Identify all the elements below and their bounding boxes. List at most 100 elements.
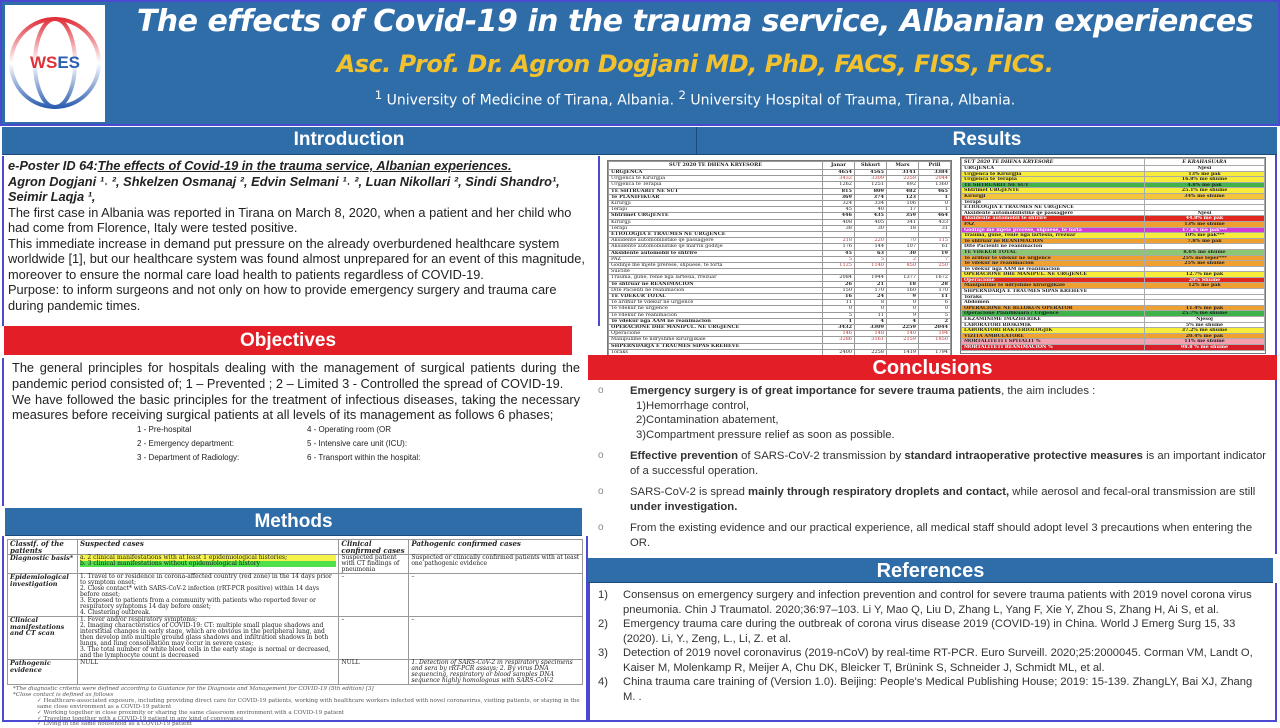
table-cell: 3384 <box>918 168 951 177</box>
table-cell: 7 <box>918 255 951 264</box>
reference-item: 3) Detection of 2019 novel coronavirus (2… <box>598 647 1253 674</box>
intro-paragraph-1: The first case in Albania was reported i… <box>8 204 572 236</box>
table-cell: NULL <box>76 659 340 685</box>
table-cell-line: NULL <box>79 659 99 666</box>
table-header-cell: Clinical confirmed cases <box>338 539 410 555</box>
table-row: Dite Pacienti ne reanimacion 150 170 160 170 <box>608 286 951 295</box>
table-cell: 194 <box>918 330 951 338</box>
table-row: Operacione 146 148 140 194 <box>608 330 951 338</box>
table-row: SHPERNDARJA E TRAUMES SIPAS KREHEVE <box>608 342 951 350</box>
section-objectives-header: Objectives <box>4 326 572 355</box>
results-table-monthly: SUT 2020 TE DHENA KRYESORE Janar Shkurt Mar… <box>608 161 951 357</box>
conclusion-item: Emergency surgery is of great importance… <box>588 384 1275 442</box>
table-row: Te vdekur ne reanimacion 5 11 9 5 <box>608 311 951 319</box>
table-cell: 12.7% me pak <box>1144 271 1265 278</box>
table-row: Te vdekur ne reanimacion 25% me shume <box>961 260 1265 267</box>
table-row: Trauma, gune, renie nga lartesia, rrezua… <box>608 274 951 282</box>
table-cell: 11% me shume <box>1144 338 1265 345</box>
table-cell: 25% me shume <box>1144 260 1265 267</box>
phase-item: 3 - Department of Radiology: <box>137 453 240 463</box>
table-cell: 98.8 % me shume <box>1144 344 1265 351</box>
poster-subtitle: The effects of Covid-19 in the trauma se… <box>97 158 512 173</box>
table-cell: 1672 <box>918 274 951 282</box>
table-header-cell: Prill <box>918 161 951 170</box>
table-header-row: SUT 2020 TE DHENA KRYESORE Janar Shkurt Mar… <box>608 161 951 170</box>
conclusion-item: Effective prevention of SARS-CoV-2 trans… <box>588 449 1275 478</box>
table-cell-line: b. 3 clinical manifestations without epi… <box>79 561 337 567</box>
table-cell <box>918 342 951 350</box>
table-cell: Epidemiological investigation <box>7 573 78 617</box>
table-cell: 37.2% me shume <box>1144 327 1265 334</box>
table-header-row: SUT 2020 TE DHENA KRYESORE E KRAHASUARA <box>961 158 1265 166</box>
table-row: MORTALITETI REANIMACION % 98.8 % me shume <box>961 344 1265 351</box>
phase-item: 5 - Intensive care unit (ICU): <box>307 439 408 449</box>
footnote: *The diagnostic criteria were defined ac… <box>13 686 374 692</box>
results-frame-line <box>1275 155 1277 355</box>
table-row: Abdomen <box>961 299 1265 306</box>
table-row: Operacione 20% Shume <box>961 276 1265 284</box>
conclusion-item: SARS-CoV-2 is spread mainly through resp… <box>588 485 1275 514</box>
table-cell: 2044 <box>918 175 951 183</box>
table-cell: 1850 <box>918 336 951 344</box>
table-cell-line: 1. Travel to or residence in corona-affe… <box>79 573 332 586</box>
methods-footnotes: *The diagnostic criteria were defined ac… <box>7 686 583 728</box>
footnote-item: ✓ Living in the same household as a COVI… <box>37 721 193 728</box>
intro-paragraph-2: This immediate increase in demand put pr… <box>8 235 585 282</box>
table-row: Diagnostic basis* a. 2 clinical manifesta… <box>7 554 583 574</box>
table-row: OPERACIONE DHE MANIPUL. NE URGJENCE 3432 3… <box>608 324 951 332</box>
table-cell: a. 2 clinical manifestations with at lea… <box>76 554 340 574</box>
table-cell: 5% me shume <box>1144 321 1265 329</box>
table-row: URGJENCA 4654 4565 3141 3384 <box>608 168 951 177</box>
section-conclusions-header: Conclusions <box>588 355 1277 380</box>
phase-item: 1 - Pre-hospital <box>137 425 192 435</box>
table-cell: MORTALITETI REANIMACION % <box>961 344 1145 351</box>
table-row: Te ardhur te vdekur ne urgjence 25% me te… <box>961 254 1265 262</box>
table-cell: – <box>408 616 583 660</box>
table-cell: – <box>338 616 410 660</box>
phase-item: 2 - Emergency department: <box>137 439 234 449</box>
table-cell: 1. Fever and/or respiratory symptoms; 2. … <box>76 616 340 660</box>
poster-header <box>0 0 1280 126</box>
table-cell: 6 <box>918 299 951 307</box>
table-cell: 250 <box>918 262 951 270</box>
reference-item: 2) Emergency trauma care during the outbr… <box>598 618 1236 645</box>
table-cell: 1. Travel to or residence in corona-affe… <box>76 573 340 617</box>
diagnostic-criteria-table: Classif. of the patients Suspected cases C… <box>7 539 583 685</box>
table-row: Toraks <box>961 293 1265 301</box>
phase-item: 6 - Transport within the hospital: <box>307 453 421 463</box>
phase-item: 4 - Operating room (OR <box>307 425 392 435</box>
table-cell: 11.4% me pak <box>1144 304 1265 312</box>
section-methods-header: Methods <box>5 508 582 536</box>
table-header-cell: Classif. of the patients <box>7 539 78 555</box>
table-row: MORTALITETI I SPITALIT % 11% me shume <box>961 338 1265 345</box>
table-cell: Suspected or clinically confirmed patien… <box>408 554 583 574</box>
table-row: LABORATORI BIOKIMIK 5% me shume <box>961 321 1265 329</box>
footnote-item: ✓ Working together in close proximity or… <box>37 709 345 716</box>
table-row: Te shtruar ne REANIMACION 26 21 18 28 <box>608 280 951 288</box>
table-row: OPERACIONE DHE MANIPUL. NE URGJENCE 12.7%… <box>961 271 1265 278</box>
table-row: Pathogenic evidence NULL NULL 1. Detection … <box>7 659 583 685</box>
table-row: Te vdekur nga AAM ne reanimacion 1 4 4 2 <box>608 317 951 326</box>
table-cell: 2 <box>918 317 951 326</box>
svg-text:WSES: WSES <box>30 53 80 72</box>
footnote: *Close contact is defined as follows <box>13 691 114 698</box>
poster-title: The effects of Covid-19 in the trauma se… <box>136 4 1254 39</box>
table-row: SHPERNDARJA E TRAUMES SIPAS KREHEVE <box>961 288 1265 295</box>
table-row: Aksidente automobilistike qe passagjere 2… <box>608 237 951 245</box>
table-row: Te ardhur te vdekur ne urgjence 11 8 0 6 <box>608 299 951 307</box>
affiliations: 1 University of Medicine of Tirana, Alba… <box>374 88 1016 109</box>
table-cell-line: 1. Fever and/or respiratory symptoms; <box>79 616 198 623</box>
table-cell: Suspected patient with CT findings of pn… <box>338 554 410 574</box>
objectives-body: The general principles for hospitals dea… <box>2 358 588 506</box>
table-cell: 25.7% me shume <box>1144 310 1265 317</box>
footnote-item: ✓ Healthcare-associated exposure, includ… <box>37 697 580 710</box>
footnote-item: ✓ Traveling together with a COVID-19 pat… <box>37 715 244 722</box>
table-row: OPERACIONE NE BLLOKUN OPERATOR 11.4% me p… <box>961 304 1265 312</box>
table-cell: 1. Detection of SARS-CoV-2 in respirator… <box>408 659 583 685</box>
table-row: Epidemiological investigation 1. Travel t… <box>7 573 583 617</box>
table-cell: – <box>408 573 583 617</box>
intro-paragraph-3: Purpose: to inform surgeons and not only… <box>8 282 557 313</box>
table-cell: Diagnostic basis* <box>7 554 78 574</box>
table-header-cell: E KRAHASUARA <box>1144 158 1265 166</box>
table-row: Clinical manifestations and CT scan 1. Fe… <box>7 616 583 660</box>
